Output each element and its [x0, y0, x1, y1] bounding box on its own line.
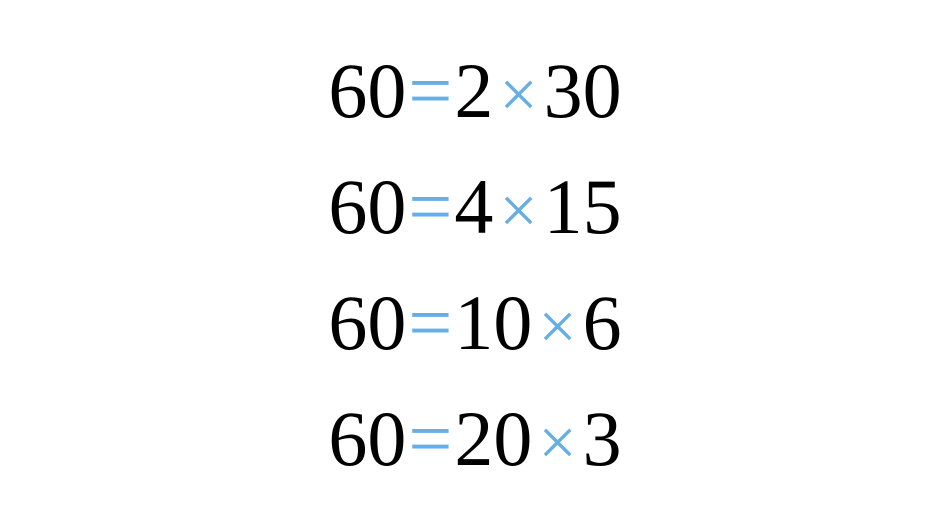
equation-lhs: 60	[328, 52, 406, 130]
equation-row: 60 = 2 × 30	[328, 52, 621, 130]
multiplication-sign: ×	[499, 176, 537, 244]
equals-sign: =	[408, 284, 452, 362]
equation-lhs: 60	[328, 400, 406, 478]
multiplication-sign: ×	[538, 408, 576, 476]
equation-factor-b: 6	[583, 284, 622, 362]
equation-row: 60 = 10 × 6	[328, 284, 621, 362]
equation-factor-a: 2	[454, 52, 493, 130]
equation-lhs: 60	[328, 284, 406, 362]
equation-factor-b: 30	[544, 52, 622, 130]
equation-row: 60 = 4 × 15	[328, 168, 621, 246]
equation-factor-a: 10	[454, 284, 532, 362]
multiplication-sign: ×	[499, 60, 537, 128]
equation-list: 60 = 2 × 30 60 = 4 × 15 60 = 10 × 6 60 =…	[328, 52, 621, 478]
equation-row: 60 = 20 × 3	[328, 400, 621, 478]
equals-sign: =	[408, 52, 452, 130]
equation-lhs: 60	[328, 168, 406, 246]
equation-factor-b: 15	[544, 168, 622, 246]
equals-sign: =	[408, 168, 452, 246]
equation-factor-a: 4	[454, 168, 493, 246]
multiplication-sign: ×	[538, 292, 576, 360]
page-container: 60 = 2 × 30 60 = 4 × 15 60 = 10 × 6 60 =…	[0, 0, 950, 530]
equation-factor-a: 20	[454, 400, 532, 478]
equals-sign: =	[408, 400, 452, 478]
equation-factor-b: 3	[583, 400, 622, 478]
